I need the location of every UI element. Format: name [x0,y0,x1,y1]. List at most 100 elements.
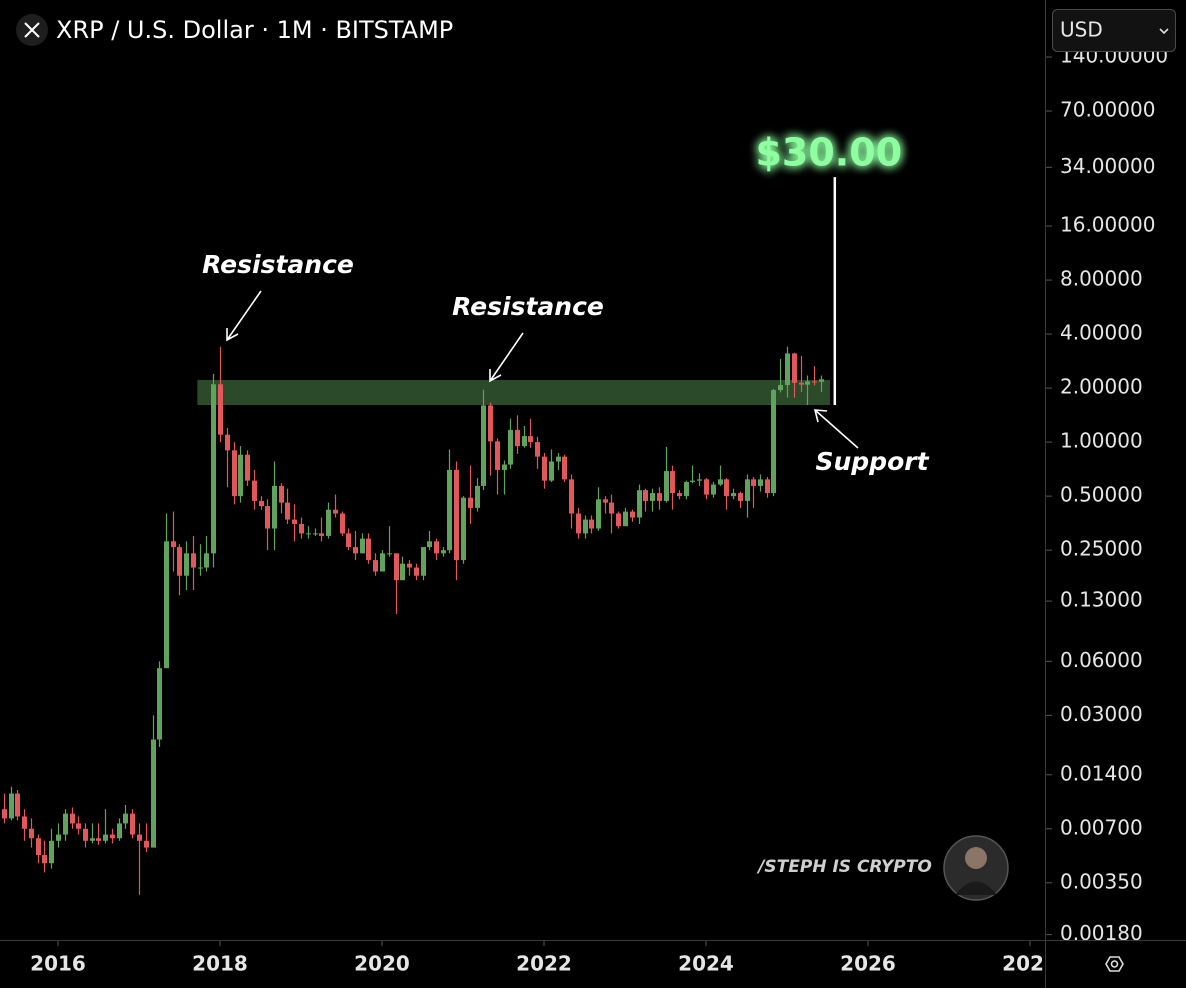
candle-body [542,456,547,481]
settings-button[interactable] [1105,956,1124,972]
candle-body [184,553,189,576]
watermark: /STEPH IS CRYPTO [756,857,932,877]
annotation: Support [815,447,929,476]
candle-body [475,485,480,508]
candle-body [603,499,608,503]
candle-body [279,485,284,503]
candle-body [366,538,371,561]
candle-body [252,480,257,501]
candle-body [198,567,203,569]
candle-body [259,500,264,507]
candle-body [29,828,34,839]
y-tick-label: 0.03000 [1060,702,1143,726]
candle-body [22,816,27,829]
candle-body [785,353,790,386]
candle-body [70,813,75,824]
candle-body [96,838,101,841]
candle-body [670,471,675,494]
x-tick-label: 2020 [354,952,410,976]
candle-body [151,739,156,848]
candle-body [76,823,81,829]
arrow [813,409,859,449]
candle-body [218,384,223,435]
candle-body [421,547,426,576]
candle-body [623,511,628,527]
candle-body [468,497,473,508]
candle-body [272,485,277,529]
candle-body [123,813,128,824]
candle-body [313,533,318,535]
candle-body [569,479,574,514]
currency-label: USD [1060,18,1103,42]
target-label: $30.00 [755,131,902,175]
x-tick-label: 2028 [1002,952,1058,976]
candle-body [238,454,243,497]
candle-body [758,479,763,486]
candle-body [306,533,311,535]
close-button[interactable] [16,14,48,46]
y-tick-label: 0.00700 [1060,815,1143,839]
candle-body [677,493,682,497]
candle-body [232,450,237,497]
candle-body [387,553,392,555]
annotation: Resistance [452,292,604,321]
candle-body [414,567,419,576]
candle-body [245,454,250,481]
candle-body [42,855,47,864]
candle-body [434,541,439,554]
candle-body [738,493,743,501]
candle-body [745,479,750,501]
candle-body [164,541,169,669]
candle-body [562,456,567,480]
candle-body [400,563,405,581]
y-tick-label: 0.25000 [1060,537,1143,561]
candle-body [394,553,399,581]
candle-body [724,479,729,497]
candle-body [285,502,290,520]
candle-body [204,553,209,568]
candle-body [778,385,783,391]
support-zone [197,379,830,406]
candle-body [765,479,770,494]
price-axis: 0.00180 0.00350 0.00700 0.01400 0.03000 0.060… [1046,44,1168,940]
y-tick-label: 1.00000 [1060,429,1143,453]
x-tick-label: 2022 [516,952,572,976]
time-axis: 2016 2018 2020 2022 2024 2026 2028 [30,941,1058,976]
y-tick-label: 34.00000 [1060,154,1155,178]
candle-body [380,553,385,572]
candle-body [616,513,621,527]
candle-body [535,442,540,457]
candle-body [2,809,7,819]
y-tick-label: 0.13000 [1060,588,1143,612]
candle-body [805,381,810,385]
candle-body [508,429,513,465]
currency-dropdown[interactable]: USD [1052,9,1176,52]
candle-body [346,533,351,548]
candle-body [340,513,345,534]
candle-body [333,509,338,514]
candle-body [488,405,493,442]
candle-body [326,509,331,536]
candle-body [63,813,68,835]
candle-body [319,533,324,536]
candle-body [103,834,108,841]
candle-body [15,793,20,817]
candle-body [171,541,176,548]
candle-body [684,481,689,497]
candle-body [177,547,182,576]
x-tick-label: 2026 [840,952,896,976]
candle-body [637,490,642,518]
annotation: Resistance [202,250,354,279]
candle-body [657,493,662,501]
x-tick-label: 2016 [30,952,86,976]
candle-body [353,547,358,554]
candle-body [36,838,41,856]
candle-body [454,469,459,561]
candle-body [718,479,723,485]
candle-body [502,464,507,470]
candle-body [731,493,736,497]
candle-body [292,519,297,524]
